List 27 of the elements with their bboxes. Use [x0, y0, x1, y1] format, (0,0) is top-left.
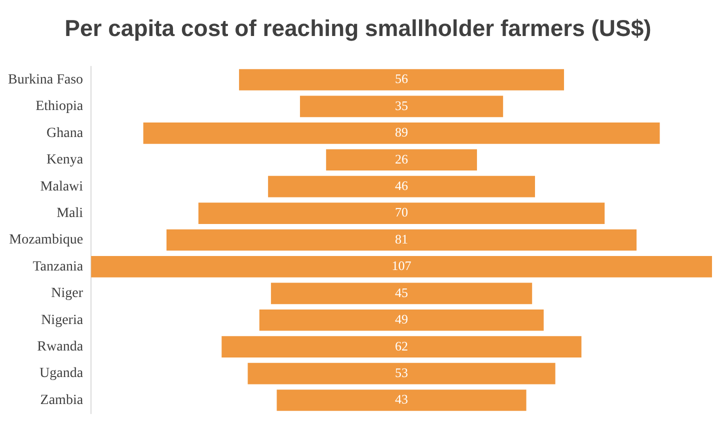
data-label: 56 — [395, 71, 409, 86]
category-label: Ethiopia — [36, 99, 84, 114]
data-label: 35 — [395, 98, 408, 113]
category-label: Mozambique — [9, 232, 84, 248]
data-label: 46 — [395, 178, 409, 194]
category-label: Ghana — [46, 126, 84, 141]
category-label: Burkina Faso — [8, 72, 84, 88]
data-label: 62 — [395, 338, 408, 354]
data-label: 107 — [392, 258, 412, 274]
category-label: Mali — [56, 206, 84, 221]
category-label: Kenya — [46, 152, 84, 168]
category-label: Tanzania — [32, 259, 84, 274]
category-label: Rwanda — [37, 340, 84, 355]
text: Per capita cost of reaching smallholder farmers (US$) — [64, 14, 652, 43]
category-label: Zambia — [40, 392, 84, 408]
data-label: 89 — [395, 124, 408, 140]
category-label: Uganda — [40, 366, 84, 382]
data-label: 26 — [395, 151, 409, 166]
data-label: 49 — [395, 312, 408, 327]
data-label: 70 — [395, 204, 408, 220]
data-label: 81 — [395, 231, 408, 246]
data-label: 45 — [395, 284, 408, 300]
category-label: Niger — [51, 286, 84, 302]
category-label: Malawi — [40, 179, 84, 194]
data-label: 53 — [395, 364, 408, 380]
data-label: 43 — [395, 392, 408, 407]
category-label: Nigeria — [41, 312, 84, 328]
